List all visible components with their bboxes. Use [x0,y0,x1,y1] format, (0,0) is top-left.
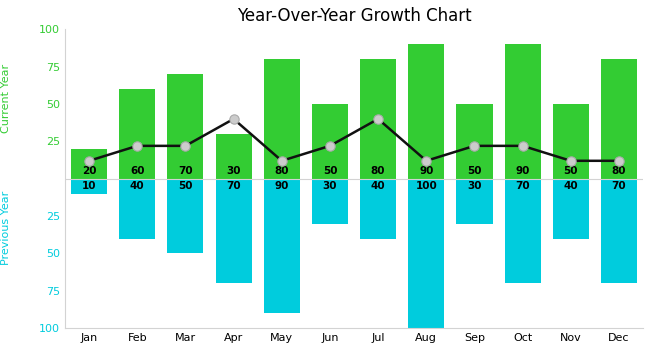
Text: 90: 90 [419,167,434,176]
Bar [601,179,637,284]
Text: 70: 70 [178,167,193,176]
Bar [360,179,396,238]
Point [132,143,142,149]
Bar [312,104,348,179]
Text: 20: 20 [82,167,96,176]
Text: 50: 50 [564,167,578,176]
Text: 90: 90 [274,181,289,191]
Text: 60: 60 [130,167,144,176]
Text: 50: 50 [178,181,192,191]
Point [228,116,239,122]
Bar [216,134,252,179]
Bar [456,104,493,179]
Bar [552,104,589,179]
Bar [312,179,348,224]
Bar [360,59,396,179]
Bar [408,44,445,179]
Bar [119,89,155,179]
Point [84,158,94,163]
Point [517,143,528,149]
Bar [167,74,203,179]
Text: Current Year: Current Year [1,63,12,133]
Text: 100: 100 [415,181,437,191]
Point [614,158,624,163]
Point [325,143,335,149]
Point [180,143,190,149]
Point [276,158,287,163]
Text: 80: 80 [274,167,289,176]
Bar [504,44,541,179]
Text: 50: 50 [467,167,482,176]
Text: 70: 70 [226,181,241,191]
Bar [552,179,589,238]
Text: 70: 70 [612,181,627,191]
Point [373,116,384,122]
Bar [216,179,252,284]
Bar [71,179,107,194]
Text: 40: 40 [130,181,144,191]
Text: 80: 80 [612,167,626,176]
Text: 70: 70 [515,181,530,191]
Point [469,143,480,149]
Bar [504,179,541,284]
Bar [264,179,300,313]
Text: 40: 40 [564,181,578,191]
Text: 80: 80 [371,167,385,176]
Bar [264,59,300,179]
Text: 50: 50 [322,167,337,176]
Bar [71,149,107,179]
Point [566,158,576,163]
Text: 10: 10 [82,181,96,191]
Text: Previous Year: Previous Year [1,190,12,265]
Text: 30: 30 [226,167,241,176]
Text: 90: 90 [515,167,530,176]
Text: 30: 30 [467,181,482,191]
Bar [456,179,493,224]
Text: 40: 40 [370,181,385,191]
Point [421,158,432,163]
Text: 30: 30 [322,181,337,191]
Bar [601,59,637,179]
Bar [408,179,445,328]
Title: Year-Over-Year Growth Chart: Year-Over-Year Growth Chart [237,7,471,25]
Bar [119,179,155,238]
Bar [167,179,203,253]
